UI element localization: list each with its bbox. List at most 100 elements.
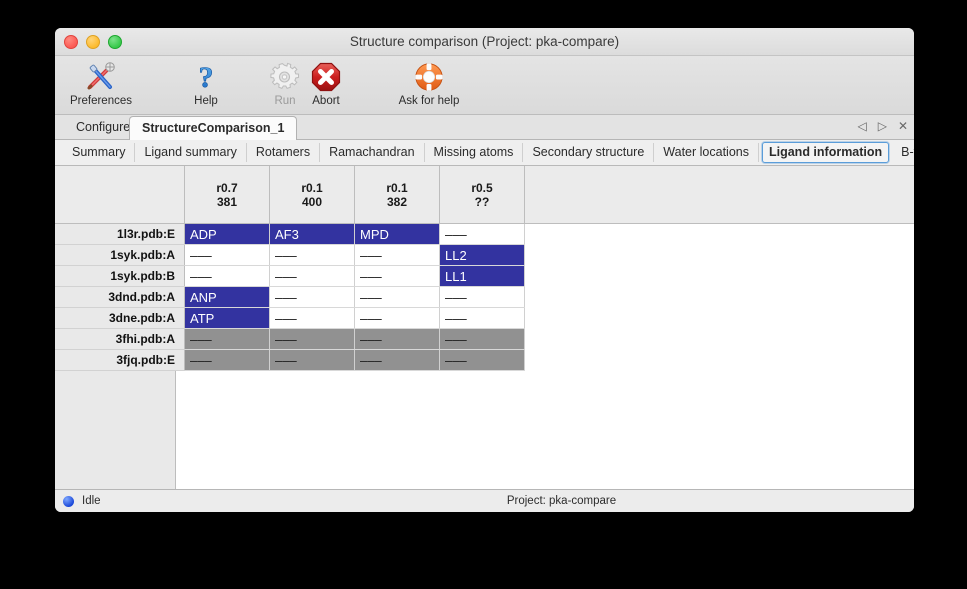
- column-header-1[interactable]: r0.1 400: [269, 166, 355, 224]
- cell-4-1[interactable]: –––: [269, 307, 355, 329]
- cell-5-3[interactable]: –––: [439, 328, 525, 350]
- column-header-3-line1: r0.5: [471, 180, 493, 195]
- cell-6-1[interactable]: –––: [269, 349, 355, 371]
- cell-3-0[interactable]: ANP: [184, 286, 270, 308]
- project-tab-nav: ◁ ▷ ✕: [857, 118, 908, 134]
- cell-5-2[interactable]: –––: [354, 328, 440, 350]
- cell-6-3[interactable]: –––: [439, 349, 525, 371]
- column-header-1-line1: r0.1: [301, 180, 323, 195]
- table-corner-cell: [55, 166, 185, 224]
- cell-6-2[interactable]: –––: [354, 349, 440, 371]
- gear-icon: [248, 60, 322, 94]
- row-header-3[interactable]: 3dnd.pdb:A: [55, 286, 185, 308]
- cell-0-0[interactable]: ADP: [184, 223, 270, 245]
- minimize-window-button[interactable]: [86, 35, 100, 49]
- cell-4-2[interactable]: –––: [354, 307, 440, 329]
- table-header-row: r0.7 381 r0.1 400 r0.1 382: [55, 166, 525, 224]
- cell-3-3[interactable]: –––: [439, 286, 525, 308]
- stop-x-icon: [289, 60, 363, 94]
- cell-2-0[interactable]: –––: [184, 265, 270, 287]
- cell-5-1[interactable]: –––: [269, 328, 355, 350]
- toolbar-label-preferences: Preferences: [69, 95, 132, 107]
- tools-icon: [64, 60, 138, 94]
- row-header-0[interactable]: 1l3r.pdb:E: [55, 223, 185, 245]
- tab-ligand-information[interactable]: Ligand information: [761, 142, 890, 163]
- column-header-1-line2: 400: [301, 194, 323, 209]
- column-header-0-line2: 381: [216, 194, 238, 209]
- cell-0-2[interactable]: MPD: [354, 223, 440, 245]
- tab-summary[interactable]: Summary: [63, 143, 136, 162]
- row-header-4[interactable]: 3dne.pdb:A: [55, 307, 185, 329]
- tab-rotamers[interactable]: Rotamers: [247, 143, 321, 162]
- row-header-1[interactable]: 1syk.pdb:A: [55, 244, 185, 266]
- cell-6-0[interactable]: –––: [184, 349, 270, 371]
- table-row[interactable]: 1syk.pdb:B ––– ––– ––– LL1: [55, 265, 525, 287]
- table-row[interactable]: 3dnd.pdb:A ANP ––– ––– –––: [55, 286, 525, 308]
- cell-2-3[interactable]: LL1: [439, 265, 525, 287]
- column-header-2[interactable]: r0.1 382: [354, 166, 440, 224]
- status-project-label: Project: pka-compare: [506, 495, 617, 507]
- main-toolbar: Preferences ? Help: [55, 56, 914, 115]
- toolbar-button-help[interactable]: ? Help: [169, 60, 243, 107]
- status-bar: Idle Project: pka-compare: [55, 489, 914, 512]
- column-header-2-line1: r0.1: [386, 180, 408, 195]
- toolbar-label-run: Run: [274, 95, 296, 107]
- column-header-3-line2: ??: [474, 194, 490, 209]
- column-header-0-line1: r0.7: [216, 180, 238, 195]
- cell-3-2[interactable]: –––: [354, 286, 440, 308]
- result-tab-bar: Summary Ligand summary Rotamers Ramachan…: [55, 140, 914, 166]
- cell-1-0[interactable]: –––: [184, 244, 270, 266]
- cell-1-2[interactable]: –––: [354, 244, 440, 266]
- status-indicator-group: Idle: [63, 490, 101, 512]
- cell-4-3[interactable]: –––: [439, 307, 525, 329]
- cell-5-0[interactable]: –––: [184, 328, 270, 350]
- cell-1-1[interactable]: –––: [269, 244, 355, 266]
- project-tab-next-icon[interactable]: ▷: [877, 119, 887, 133]
- tab-water-locations[interactable]: Water locations: [654, 143, 759, 162]
- application-window: Structure comparison (Project: pka-compa…: [55, 28, 914, 512]
- toolbar-label-help: Help: [194, 95, 218, 107]
- close-window-button[interactable]: [64, 35, 78, 49]
- project-tab-close-icon[interactable]: ✕: [897, 119, 908, 133]
- ligand-information-panel: r0.7 381 r0.1 400 r0.1 382: [55, 166, 914, 489]
- row-header-5[interactable]: 3fhi.pdb:A: [55, 328, 185, 350]
- cell-0-1[interactable]: AF3: [269, 223, 355, 245]
- project-tab-configure[interactable]: Configure: [76, 120, 131, 134]
- project-tab-structurecomparison-1[interactable]: StructureComparison_1: [129, 116, 298, 140]
- zoom-window-button[interactable]: [108, 35, 122, 49]
- tab-ligand-summary[interactable]: Ligand summary: [135, 143, 247, 162]
- row-header-6[interactable]: 3fjq.pdb:E: [55, 349, 185, 371]
- cell-4-0[interactable]: ATP: [184, 307, 270, 329]
- project-tab-prev-icon[interactable]: ◁: [857, 119, 867, 133]
- tab-missing-atoms[interactable]: Missing atoms: [425, 143, 524, 162]
- column-header-3[interactable]: r0.5 ??: [439, 166, 525, 224]
- table-row[interactable]: 3dne.pdb:A ATP ––– ––– –––: [55, 307, 525, 329]
- row-header-2[interactable]: 1syk.pdb:B: [55, 265, 185, 287]
- tab-b-factors[interactable]: B-factors: [901, 145, 914, 159]
- column-header-2-line2: 382: [386, 194, 408, 209]
- toolbar-button-preferences[interactable]: Preferences: [64, 60, 138, 107]
- toolbar-button-abort[interactable]: Abort: [289, 60, 363, 107]
- toolbar-label-abort: Abort: [312, 95, 340, 107]
- window-titlebar: Structure comparison (Project: pka-compa…: [55, 28, 914, 56]
- window-title: Structure comparison (Project: pka-compa…: [349, 34, 620, 49]
- question-mark-icon: ?: [169, 60, 243, 94]
- toolbar-button-run[interactable]: Run: [248, 60, 322, 107]
- table-row[interactable]: 3fjq.pdb:E ––– ––– ––– –––: [55, 349, 525, 371]
- cell-3-1[interactable]: –––: [269, 286, 355, 308]
- table-row[interactable]: 1syk.pdb:A ––– ––– ––– LL2: [55, 244, 525, 266]
- status-led-icon: [63, 495, 74, 507]
- cell-0-3[interactable]: –––: [439, 223, 525, 245]
- table-row[interactable]: 1l3r.pdb:E ADP AF3 MPD –––: [55, 223, 525, 245]
- tab-secondary-structure[interactable]: Secondary structure: [523, 143, 655, 162]
- table-row[interactable]: 3fhi.pdb:A ––– ––– ––– –––: [55, 328, 525, 350]
- toolbar-button-ask-for-help[interactable]: Ask for help: [384, 60, 474, 107]
- column-header-0[interactable]: r0.7 381: [184, 166, 270, 224]
- cell-2-2[interactable]: –––: [354, 265, 440, 287]
- cell-1-3[interactable]: LL2: [439, 244, 525, 266]
- ligand-comparison-table[interactable]: r0.7 381 r0.1 400 r0.1 382: [55, 166, 525, 371]
- status-state-label: Idle: [82, 495, 101, 507]
- cell-2-1[interactable]: –––: [269, 265, 355, 287]
- tab-ramachandran[interactable]: Ramachandran: [320, 143, 425, 162]
